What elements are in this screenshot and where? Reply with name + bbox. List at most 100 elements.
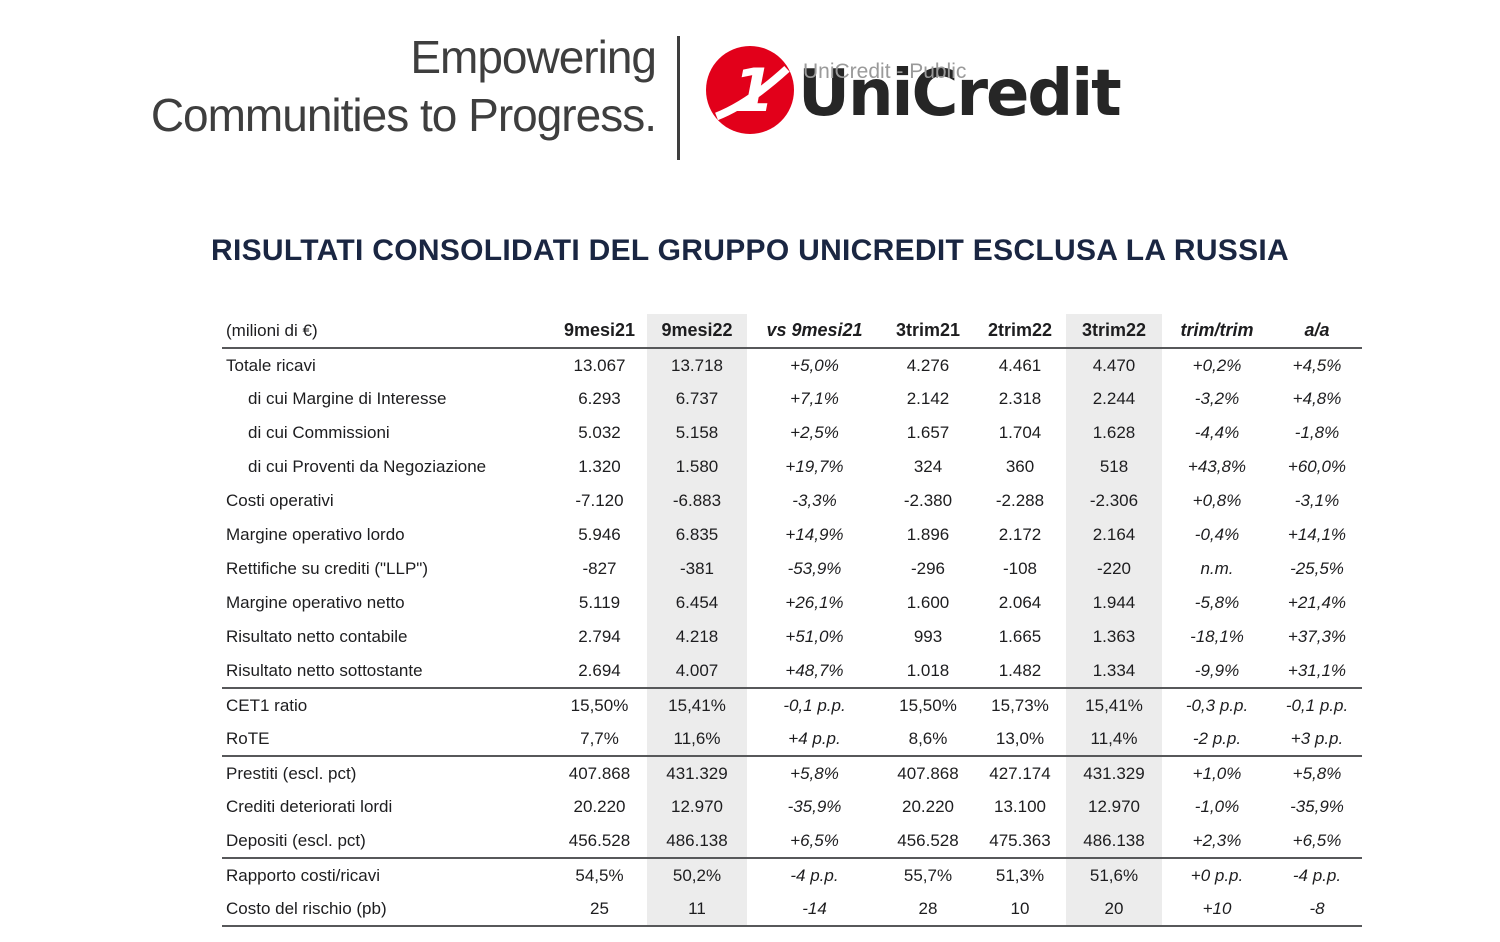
value-cell: 51,6% <box>1066 858 1162 892</box>
column-header-9mesi22: 9mesi22 <box>647 314 747 349</box>
table-row: Depositi (escl. pct) 456.528 486.138 +6,5% 4… <box>222 824 1362 859</box>
value-cell: -2 p.p. <box>1162 722 1272 757</box>
column-header-unit: (milioni di €) <box>222 314 552 349</box>
value-cell: 2.164 <box>1066 518 1162 552</box>
column-header-3trim22: 3trim22 <box>1066 314 1162 349</box>
value-cell: 431.329 <box>647 756 747 790</box>
value-cell: +5,8% <box>790 763 839 783</box>
row-label: Costi operativi <box>226 491 334 510</box>
header-divider <box>677 36 680 160</box>
table-row: Costo del rischio (pb) 25 11 -14 28 10 20 +10 -8 <box>222 892 1362 926</box>
value-cell: +2,5% <box>790 423 839 442</box>
value-cell: 5.119 <box>578 593 621 612</box>
value-cell: 6.835 <box>647 518 747 552</box>
value-cell: -35,9% <box>787 797 842 816</box>
value-cell: +21,4% <box>1287 593 1347 612</box>
value-cell: 1.896 <box>906 525 950 544</box>
value-cell: -53,9% <box>787 559 842 578</box>
tagline-line-1: Empowering <box>410 31 657 83</box>
value-cell: +14,9% <box>785 525 844 544</box>
value-cell: 407.868 <box>568 763 631 783</box>
value-cell: -3,3% <box>792 491 837 510</box>
table-row: RoTE 7,7% 11,6% +4 p.p. 8,6% 13,0% 11,4% -2 p.p… <box>222 722 1362 757</box>
value-cell: 10 <box>1010 898 1030 918</box>
value-cell: 12.970 <box>647 790 747 824</box>
value-cell: 1.363 <box>1066 620 1162 654</box>
table-row: Rapporto costi/ricavi 54,5% 50,2% -4 p.p. 55… <box>222 858 1362 892</box>
value-cell: -0,1 p.p. <box>783 695 846 715</box>
table-row: Crediti deteriorati lordi 20.220 12.970 -35… <box>222 790 1362 824</box>
value-cell: +5,0% <box>790 355 839 375</box>
value-cell: 5.158 <box>647 416 747 450</box>
table-row: Costi operativi -7.120 -6.883 -3,3% -2.380 -2… <box>222 484 1362 518</box>
brand-tagline: Empowering Communities to Progress. <box>0 28 657 144</box>
value-cell: 4.470 <box>1066 348 1162 382</box>
value-cell: +48,7% <box>747 654 882 689</box>
value-cell: -25,5% <box>1290 559 1344 578</box>
value-cell: 1.944 <box>1066 586 1162 620</box>
value-cell: 5.032 <box>578 423 621 442</box>
value-cell: 1.334 <box>1066 654 1162 689</box>
value-cell: +5,8% <box>1292 763 1342 783</box>
table-row: Margine operativo lordo 5.946 6.835 +14,9% 1… <box>222 518 1362 552</box>
value-cell: +10 <box>1202 898 1232 918</box>
value-cell: 1.018 <box>882 654 974 689</box>
value-cell: +6,5% <box>747 824 882 859</box>
value-cell: -2.306 <box>1066 484 1162 518</box>
value-cell: 25 <box>590 898 609 918</box>
value-cell: -827 <box>582 559 617 578</box>
value-cell: 13,0% <box>974 722 1066 757</box>
value-cell: +0 p.p. <box>1190 865 1244 885</box>
row-label: di cui Proventi da Negoziazione <box>248 457 487 476</box>
table-body: Totale ricavi 13.067 13.718 +5,0% 4.276 4.461… <box>222 348 1362 926</box>
column-header-trim-trim: trim/trim <box>1162 314 1272 349</box>
value-cell: 486.138 <box>1066 824 1162 859</box>
value-cell: 15,41% <box>1066 688 1162 722</box>
column-header-a-a: a/a <box>1272 314 1362 349</box>
value-cell: -4,4% <box>1194 423 1240 442</box>
row-label: Margine operativo netto <box>226 593 405 612</box>
unicredit-logotype: UniCredit <box>798 57 1122 131</box>
table-row: CET1 ratio 15,50% 15,41% -0,1 p.p. 15,50% 15,… <box>222 688 1362 722</box>
value-cell: 13.100 <box>994 797 1046 816</box>
value-cell: 475.363 <box>974 824 1066 859</box>
value-cell: 1.320 <box>578 457 621 476</box>
row-label: Rettifiche su crediti ("LLP") <box>226 559 428 578</box>
table-row: Totale ricavi 13.067 13.718 +5,0% 4.276 4.461… <box>222 348 1362 382</box>
value-cell: 431.329 <box>1066 756 1162 790</box>
value-cell: 11,4% <box>1066 722 1162 757</box>
value-cell: +37,3% <box>1287 627 1347 646</box>
value-cell: 2.318 <box>998 389 1042 408</box>
value-cell: 2.064 <box>998 593 1042 612</box>
value-cell: +19,7% <box>785 457 844 476</box>
value-cell: -220 <box>1066 552 1162 586</box>
column-header-2trim22: 2trim22 <box>974 314 1066 349</box>
page-title: RISULTATI CONSOLIDATI DEL GRUPPO UNICRED… <box>210 234 1290 267</box>
value-cell: +4,5% <box>1292 355 1342 375</box>
value-cell: 324 <box>913 457 943 476</box>
value-cell: 6.293 <box>578 389 621 408</box>
value-cell: +26,1% <box>785 593 844 612</box>
value-cell: 6.454 <box>647 586 747 620</box>
value-cell: 5.946 <box>578 525 621 544</box>
value-cell: 4.218 <box>647 620 747 654</box>
value-cell: 456.528 <box>882 824 974 859</box>
value-cell: -6.883 <box>647 484 747 518</box>
row-label: RoTE <box>222 722 552 757</box>
value-cell: +2,3% <box>1162 824 1272 859</box>
value-cell: 4.276 <box>906 355 950 375</box>
value-cell: -9,9% <box>1162 654 1272 689</box>
value-cell: -2.380 <box>903 491 953 510</box>
table-row: di cui Proventi da Negoziazione 1.320 1.58… <box>222 450 1362 484</box>
value-cell: -3,1% <box>1294 491 1340 510</box>
table-row: Margine operativo netto 5.119 6.454 +26,1% 1… <box>222 586 1362 620</box>
column-header-vs-9mesi21: vs 9mesi21 <box>747 314 882 349</box>
row-label: Risultato netto sottostante <box>222 654 552 689</box>
value-cell: +7,1% <box>790 389 839 408</box>
table-row: Prestiti (escl. pct) 407.868 431.329 +5,8% 4… <box>222 756 1362 790</box>
value-cell: 427.174 <box>989 763 1051 783</box>
value-cell: 8,6% <box>882 722 974 757</box>
value-cell: 15,41% <box>647 688 747 722</box>
value-cell: 20.220 <box>573 797 626 816</box>
